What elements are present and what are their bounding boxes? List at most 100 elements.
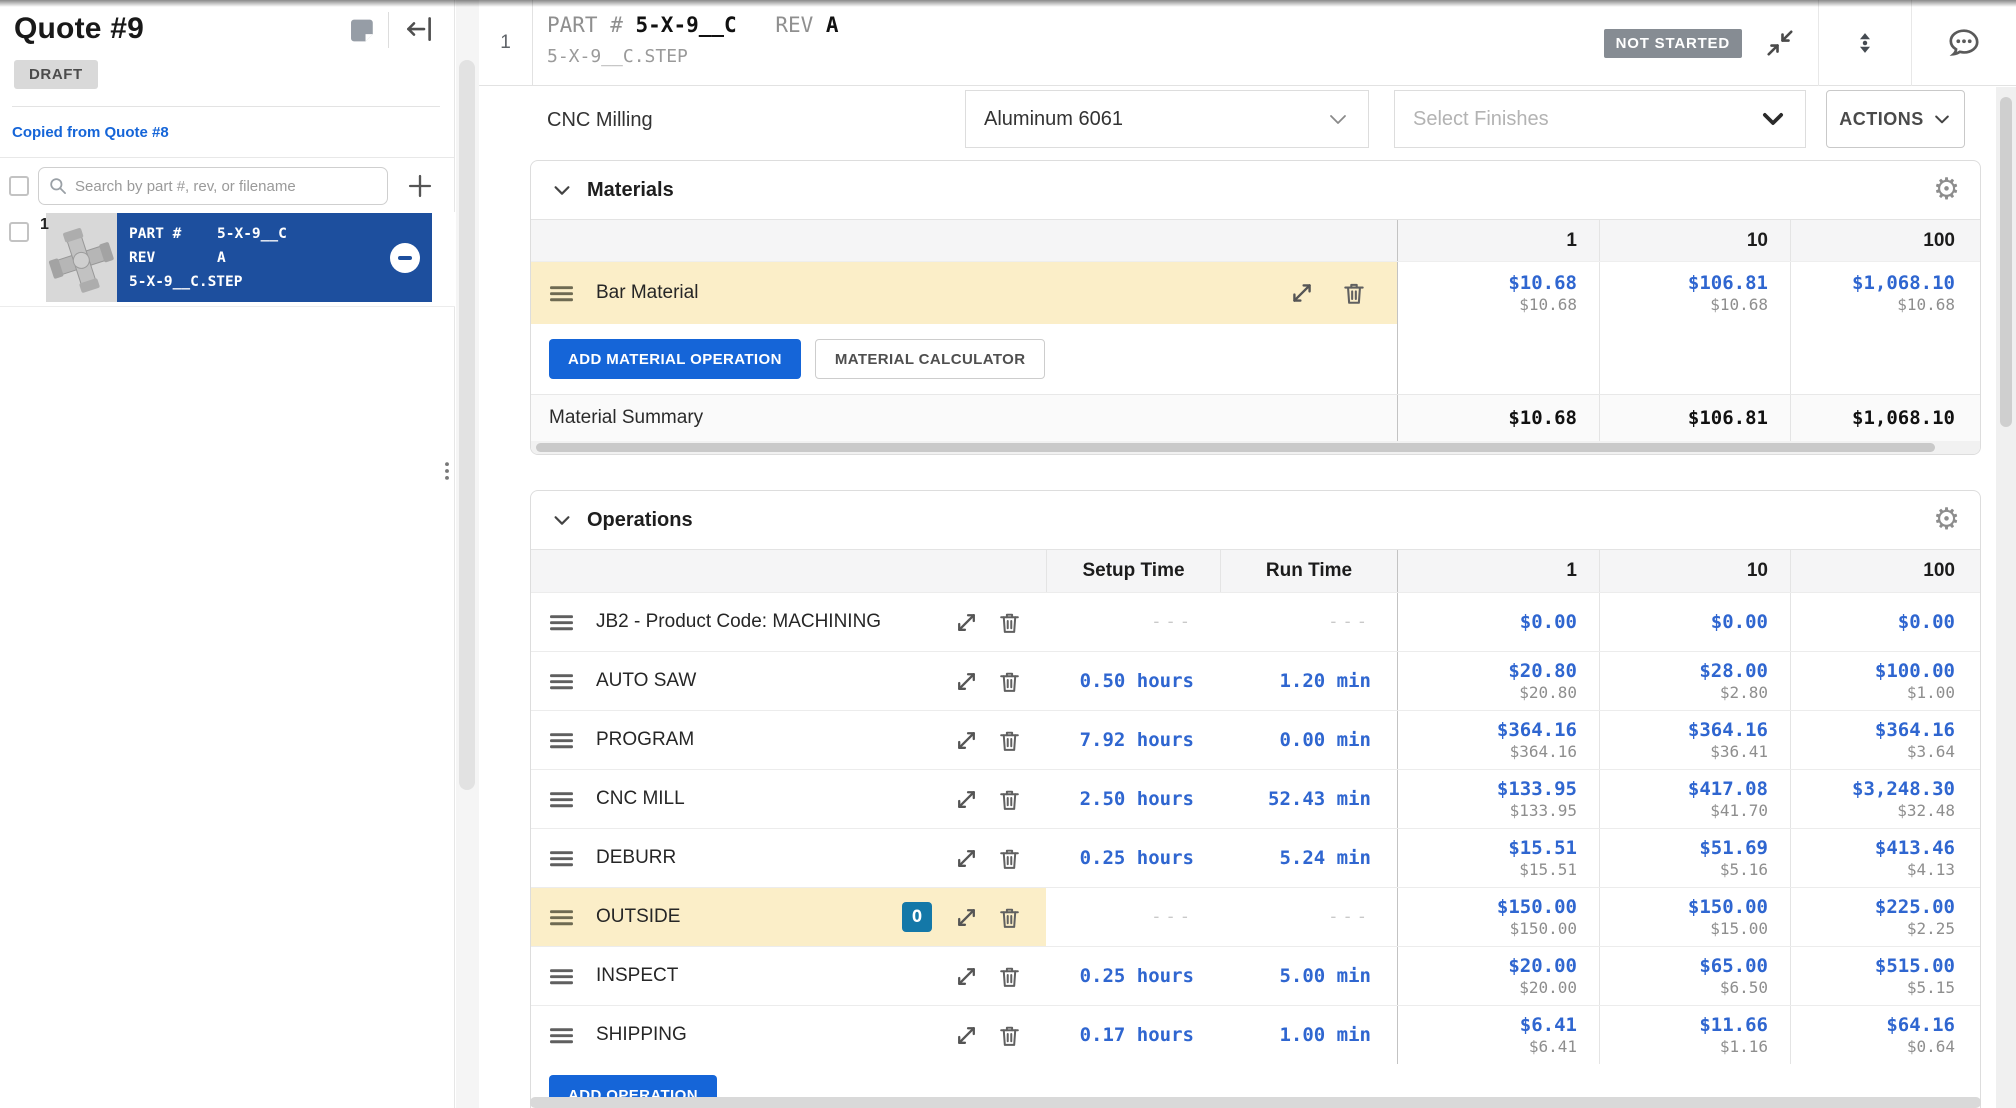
trash-icon[interactable]	[997, 610, 1022, 635]
price-qty-1[interactable]: $133.95 $133.95	[1397, 770, 1599, 828]
operations-hscrollbar[interactable]	[530, 1097, 1981, 1108]
setup-time[interactable]: 7.92 hours	[1079, 729, 1194, 751]
expand-icon[interactable]	[954, 905, 979, 930]
price-qty-100[interactable]: $364.16 $3.64	[1790, 711, 1977, 769]
run-time[interactable]: 1.00 min	[1279, 1024, 1371, 1046]
operation-row[interactable]: AUTO SAW 0.50 hours 1.20 min $20.80 $20.8…	[531, 651, 1980, 710]
remove-part-icon[interactable]	[390, 243, 420, 273]
drag-handle-icon[interactable]	[549, 669, 574, 694]
trash-icon[interactable]	[997, 964, 1022, 989]
price-qty-10[interactable]: $51.69 $5.16	[1599, 829, 1790, 887]
select-all-checkbox[interactable]	[9, 176, 29, 196]
expand-icon[interactable]	[954, 1023, 979, 1048]
price-qty-10[interactable]: $11.66 $1.16	[1599, 1006, 1790, 1064]
price-qty-100[interactable]: $64.16 $0.64	[1790, 1006, 1977, 1064]
price-qty-1[interactable]: $150.00 $150.00	[1397, 888, 1599, 946]
price-qty-10[interactable]: $28.00 $2.80	[1599, 652, 1790, 710]
price-qty-10[interactable]: $0.00	[1599, 593, 1790, 651]
drag-handle-icon[interactable]	[549, 787, 574, 812]
price-qty-10[interactable]: $364.16 $36.41	[1599, 711, 1790, 769]
expand-icon[interactable]	[954, 964, 979, 989]
gear-icon[interactable]: ⚙	[1933, 173, 1960, 206]
copied-from-link[interactable]: Copied from Quote #8	[12, 124, 169, 141]
trash-icon[interactable]	[997, 905, 1022, 930]
expand-icon[interactable]	[954, 728, 979, 753]
collapse-section-icon[interactable]	[551, 509, 573, 531]
collapse-section-icon[interactable]	[551, 179, 573, 201]
part-menu-icon[interactable]	[436, 459, 458, 483]
price-qty-100[interactable]: $515.00 $5.15	[1790, 947, 1977, 1005]
drag-handle-icon[interactable]	[549, 728, 574, 753]
trash-icon[interactable]	[997, 1023, 1022, 1048]
drag-handle-icon[interactable]	[549, 905, 574, 930]
operation-row[interactable]: DEBURR 0.25 hours 5.24 min $15.51 $15.51 …	[531, 828, 1980, 887]
price-qty-1[interactable]: $20.80 $20.80	[1397, 652, 1599, 710]
operation-row[interactable]: PROGRAM 7.92 hours 0.00 min $364.16 $364.…	[531, 710, 1980, 769]
drag-handle-icon[interactable]	[549, 281, 574, 306]
setup-time[interactable]: 0.50 hours	[1079, 670, 1194, 692]
price-qty-1[interactable]: $15.51 $15.51	[1397, 829, 1599, 887]
run-time[interactable]: 52.43 min	[1268, 788, 1371, 810]
scrollbar-thumb[interactable]	[536, 443, 1935, 452]
material-price-qty-1[interactable]: $10.68 $10.68	[1397, 262, 1599, 324]
comments-icon[interactable]	[1912, 0, 2016, 86]
add-part-icon[interactable]	[406, 172, 434, 200]
price-qty-10[interactable]: $65.00 $6.50	[1599, 947, 1790, 1005]
drag-handle-icon[interactable]	[549, 964, 574, 989]
gear-icon[interactable]: ⚙	[1933, 503, 1960, 536]
part-checkbox[interactable]	[9, 222, 29, 242]
price-qty-10[interactable]: $417.08 $41.70	[1599, 770, 1790, 828]
drag-handle-icon[interactable]	[549, 610, 574, 635]
part-list-item[interactable]: 1 PART # 5-X-9__C REV A	[0, 212, 455, 307]
search-input[interactable]	[38, 167, 388, 205]
trash-icon[interactable]	[997, 728, 1022, 753]
operation-row-highlighted[interactable]: OUTSIDE O --- --- $150.00 $150.00 $150.00…	[531, 887, 1980, 946]
setup-time[interactable]: ---	[1151, 907, 1194, 927]
price-qty-100[interactable]: $225.00 $2.25	[1790, 888, 1977, 946]
drag-handle-icon[interactable]	[549, 1023, 574, 1048]
expand-icon[interactable]	[1289, 280, 1315, 306]
collapse-sidebar-icon[interactable]	[404, 14, 434, 44]
trash-icon[interactable]	[997, 846, 1022, 871]
material-select[interactable]: Aluminum 6061	[965, 90, 1369, 148]
part-thumbnail[interactable]	[46, 213, 117, 302]
trash-icon[interactable]	[997, 669, 1022, 694]
add-material-operation-button[interactable]: ADD MATERIAL OPERATION	[549, 339, 801, 379]
expand-icon[interactable]	[954, 669, 979, 694]
setup-time[interactable]: 0.25 hours	[1079, 965, 1194, 987]
note-icon[interactable]	[348, 16, 377, 45]
price-qty-100[interactable]: $3,248.30 $32.48	[1790, 770, 1977, 828]
run-time[interactable]: ---	[1328, 907, 1371, 927]
operation-row[interactable]: SHIPPING 0.17 hours 1.00 min $6.41 $6.41 …	[531, 1005, 1980, 1064]
scrollbar-thumb[interactable]	[2000, 97, 2012, 427]
material-row[interactable]: Bar Material $10.68 $10.68 $106.81 $10.68 …	[531, 261, 1980, 324]
price-qty-100[interactable]: $0.00	[1790, 593, 1977, 651]
run-time[interactable]: 5.24 min	[1279, 847, 1371, 869]
price-qty-1[interactable]: $364.16 $364.16	[1397, 711, 1599, 769]
setup-time[interactable]: 2.50 hours	[1079, 788, 1194, 810]
expand-icon[interactable]	[954, 787, 979, 812]
price-qty-100[interactable]: $100.00 $1.00	[1790, 652, 1977, 710]
trash-icon[interactable]	[1341, 280, 1367, 306]
run-time[interactable]: 1.20 min	[1279, 670, 1371, 692]
price-qty-10[interactable]: $150.00 $15.00	[1599, 888, 1790, 946]
drag-handle-icon[interactable]	[549, 846, 574, 871]
run-time[interactable]: ---	[1328, 612, 1371, 632]
setup-time[interactable]: ---	[1151, 612, 1194, 632]
expand-icon[interactable]	[954, 846, 979, 871]
operation-row[interactable]: INSPECT 0.25 hours 5.00 min $20.00 $20.00…	[531, 946, 1980, 1005]
scrollbar-thumb[interactable]	[459, 60, 475, 790]
price-qty-1[interactable]: $0.00	[1397, 593, 1599, 651]
run-time[interactable]: 5.00 min	[1279, 965, 1371, 987]
price-qty-1[interactable]: $20.00 $20.00	[1397, 947, 1599, 1005]
price-qty-100[interactable]: $413.46 $4.13	[1790, 829, 1977, 887]
collapse-panel-icon[interactable]	[1742, 0, 1818, 86]
run-time[interactable]: 0.00 min	[1279, 729, 1371, 751]
price-qty-1[interactable]: $6.41 $6.41	[1397, 1006, 1599, 1064]
operation-row[interactable]: JB2 - Product Code: MACHINING --- --- $0…	[531, 592, 1980, 651]
expand-icon[interactable]	[954, 610, 979, 635]
material-price-qty-100[interactable]: $1,068.10 $10.68	[1790, 262, 1977, 324]
setup-time[interactable]: 0.25 hours	[1079, 847, 1194, 869]
material-price-qty-10[interactable]: $106.81 $10.68	[1599, 262, 1790, 324]
setup-time[interactable]: 0.17 hours	[1079, 1024, 1194, 1046]
